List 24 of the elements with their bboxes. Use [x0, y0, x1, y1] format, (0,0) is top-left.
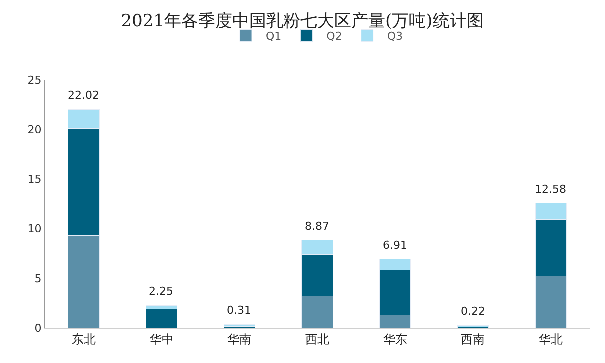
- y-tick-label: 20: [28, 123, 42, 136]
- total-label: 22.02: [68, 89, 100, 102]
- total-label: 8.87: [305, 220, 330, 233]
- x-tick-label: 华东: [383, 332, 408, 346]
- y-tick-label: 10: [28, 222, 42, 236]
- total-label: 12.58: [535, 183, 566, 196]
- x-tick-label: 华中: [150, 332, 174, 346]
- x-tick-label: 东北: [72, 332, 96, 346]
- legend-label: Q2: [326, 30, 342, 44]
- chart-title: 2021年各季度中国乳粉七大区产量(万吨)统计图: [121, 11, 484, 32]
- x-tick-label: 华北: [539, 332, 564, 346]
- y-tick-label: 0: [34, 322, 42, 335]
- total-label: 0.22: [461, 305, 486, 318]
- x-tick-label: 华南: [228, 332, 252, 346]
- x-tick-label: 西北: [306, 332, 330, 346]
- total-label: 6.91: [383, 239, 408, 252]
- y-tick-label: 15: [28, 173, 42, 186]
- legend-label: Q1: [266, 30, 282, 44]
- y-tick-label: 25: [28, 74, 42, 87]
- legend-label: Q3: [387, 30, 404, 44]
- y-tick-label: 5: [34, 272, 42, 286]
- x-tick-label: 西南: [461, 332, 486, 346]
- total-label: 0.31: [227, 304, 252, 317]
- total-label: 2.25: [149, 285, 174, 298]
